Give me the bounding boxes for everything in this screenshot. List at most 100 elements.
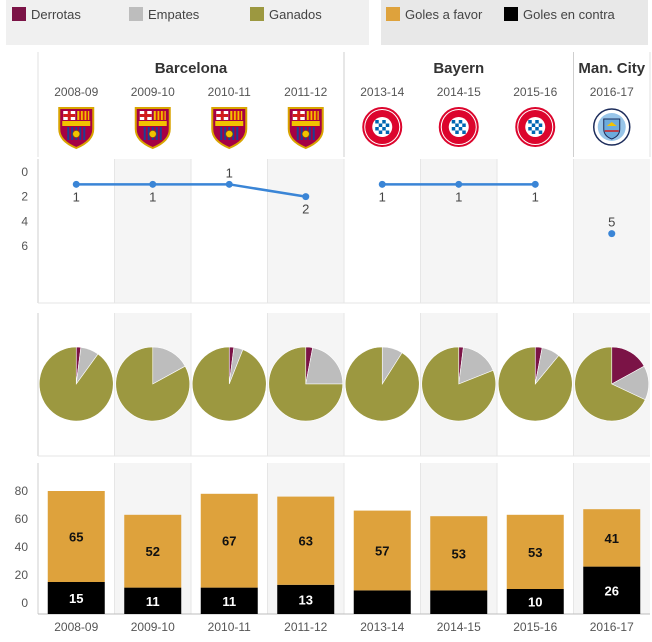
fc-barcelona-crest-icon xyxy=(211,107,248,150)
line-data-label: 5 xyxy=(608,215,615,230)
season-header-label: 2009-10 xyxy=(131,85,175,99)
pie-slice xyxy=(191,346,267,422)
y-tick-label: 2 xyxy=(21,190,28,204)
crest-blue-stripe xyxy=(159,127,162,140)
column-header: Barcelona 2008-09 2009-10 2010-11 2011-12 Bay… xyxy=(37,52,651,157)
x-tick-label: 2009-10 xyxy=(131,620,175,634)
y-tick-label: 0 xyxy=(21,165,28,179)
line-point xyxy=(302,193,310,201)
bar-goals-for xyxy=(200,493,258,588)
crest-diamond xyxy=(462,123,466,127)
bar-label-goals-against: 15 xyxy=(69,591,83,606)
fc-bayern-crest-icon xyxy=(438,107,479,147)
season-header-label: 2015-16 xyxy=(513,85,557,99)
crest-blue-stripe xyxy=(236,127,239,140)
y-tick-label: 4 xyxy=(21,214,28,228)
crest-stripe xyxy=(155,111,158,120)
crest-diamond xyxy=(462,130,466,134)
bar-goals-against xyxy=(583,566,641,614)
bar-label-goals-against: 11 xyxy=(146,594,160,609)
crest-ball xyxy=(72,130,81,138)
crest-diamond xyxy=(375,120,379,124)
bar-goals-against xyxy=(277,584,335,614)
x-tick-label: 2015-16 xyxy=(513,620,557,634)
season-header-label: 2008-09 xyxy=(54,85,98,99)
bar-goals-against xyxy=(430,590,488,614)
crest-diamond xyxy=(451,120,456,124)
line-data-label: 1 xyxy=(379,189,386,204)
line-point xyxy=(378,180,386,188)
crest-blue-stripe xyxy=(71,127,74,140)
man-city-crest-icon xyxy=(593,108,631,146)
bar-label-goals-against: 10 xyxy=(528,595,542,610)
crest-diamond xyxy=(538,130,543,134)
bar-label-goals-against: 11 xyxy=(222,594,236,609)
x-tick-label: 2010-11 xyxy=(208,620,251,634)
bar-goals-against xyxy=(47,582,105,614)
pie-slice xyxy=(115,346,191,422)
crest-diamond xyxy=(538,123,543,127)
pie-slice xyxy=(268,346,344,422)
pie-slice xyxy=(345,346,420,422)
crest-stripe xyxy=(308,111,311,120)
crest-blue-stripe xyxy=(312,127,315,140)
bar-label-goals-for: 67 xyxy=(222,534,236,549)
band xyxy=(267,159,344,303)
club-name: Man. City xyxy=(578,60,645,77)
line-point xyxy=(225,180,233,188)
bar-goals-for xyxy=(583,509,641,567)
line-point xyxy=(72,180,80,188)
season-header-label: 2016-17 xyxy=(590,85,634,99)
legend-goal-label-1: Goles en contra xyxy=(523,7,616,22)
crest-band xyxy=(62,121,91,126)
crest-ball xyxy=(148,130,157,138)
crest-blue-stripe xyxy=(308,127,311,140)
bar-goals-against xyxy=(353,590,411,614)
crest-band xyxy=(215,121,244,126)
legend-label-1: Empates xyxy=(148,7,200,22)
bar-label-goals-for: 52 xyxy=(146,544,160,559)
fc-bayern-crest-icon xyxy=(362,107,403,147)
crest-stripe xyxy=(315,111,318,120)
crest-blue-stripe xyxy=(224,127,227,140)
crest-cross-h xyxy=(63,114,76,117)
crest-stripe xyxy=(312,111,315,120)
crest-diamond xyxy=(535,120,539,124)
crest-diamond xyxy=(528,120,532,124)
bar-label-goals-for: 41 xyxy=(605,531,619,546)
y-tick-label: 80 xyxy=(15,484,29,498)
crest-stripe xyxy=(235,111,238,120)
pie-panel xyxy=(37,313,650,457)
crest-diamond xyxy=(528,127,532,131)
crest-diamond xyxy=(385,130,390,134)
crest-blue-stripe xyxy=(296,127,299,140)
y-tick-label: 20 xyxy=(15,568,29,582)
crest-blue-stripe xyxy=(83,127,86,140)
bar-panel: 0 20 40 60 80 65 15 2008-09 52 11 2009-10 67 11 2010-… xyxy=(15,463,650,634)
crest-blue-stripe xyxy=(300,127,303,140)
crest-blue-stripe xyxy=(143,127,146,140)
legend-swatch-1 xyxy=(129,7,143,21)
x-tick-label: 2013-14 xyxy=(360,620,404,634)
crest-diamond xyxy=(458,127,463,131)
line-point xyxy=(149,180,157,188)
crest-blue-stripe xyxy=(155,127,158,140)
bar-label-goals-for: 53 xyxy=(528,545,542,560)
crest-ship xyxy=(606,122,617,126)
pie-slice xyxy=(574,346,646,422)
crest-blue-stripe xyxy=(147,127,150,140)
crest-inner-shield xyxy=(603,118,621,140)
legend: Derrotas Empates Ganados Goles a favor Goles… xyxy=(6,0,648,45)
x-tick-label: 2014-15 xyxy=(437,620,481,634)
legend-goal-label-0: Goles a favor xyxy=(405,7,483,22)
season-header-label: 2014-15 xyxy=(437,85,481,99)
club-name: Barcelona xyxy=(155,60,228,77)
bar-label-goals-against: 13 xyxy=(299,592,313,607)
bar-goals-for xyxy=(124,514,182,588)
pie-slice xyxy=(305,347,344,385)
y-tick-label: 6 xyxy=(21,239,28,253)
bar-goals-for xyxy=(47,491,105,582)
pie-slice xyxy=(421,346,497,422)
fc-barcelona-crest-icon xyxy=(58,107,95,150)
